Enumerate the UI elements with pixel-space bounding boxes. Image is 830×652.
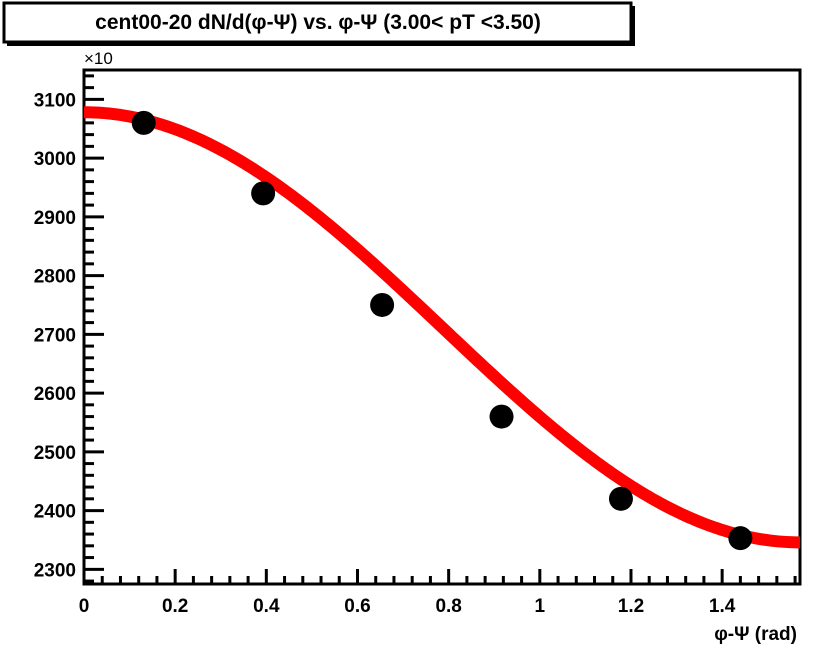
y-tick-label: 2700 [34, 325, 76, 346]
points-layer [131, 110, 753, 551]
x-tick-label: 1.4 [709, 596, 736, 617]
y-tick-label: 2600 [34, 384, 76, 405]
data-point [251, 181, 276, 206]
y-tick-label: 3000 [34, 149, 76, 170]
plot-area: 0 0.2 0.4 0.6 0.8 1 1.2 1.4 2300 2400 2500 2600 2700… [34, 68, 803, 617]
fit-layer [81, 106, 803, 549]
x-tick-label: 0 [79, 596, 90, 617]
y-tick-label: 2500 [34, 443, 76, 464]
data-point [728, 526, 753, 551]
x-tick-label: 0.4 [253, 596, 280, 617]
x-tick-label: 1.2 [618, 596, 644, 617]
chart-title-box: cent00-20 dN/d(φ-Ψ) vs. φ-Ψ (3.00< pT <3… [2, 1, 635, 46]
x-axis-title: φ-Ψ (rad) [714, 624, 797, 645]
axis-ticks [82, 74, 797, 584]
y-tick-label: 2800 [34, 267, 76, 288]
data-point [489, 404, 514, 429]
chart-title-shadow-right [631, 6, 635, 46]
fit-curve [81, 106, 803, 549]
data-point [608, 486, 633, 511]
plot-frame [82, 68, 802, 586]
x-tick-label: 0.6 [344, 596, 370, 617]
y-tick-label: 3100 [34, 90, 76, 111]
x-tick-label: 0.2 [162, 596, 188, 617]
y-tick-label: 2300 [34, 560, 76, 581]
y-tick-label: 2400 [34, 502, 76, 523]
chart-title: cent00-20 dN/d(φ-Ψ) vs. φ-Ψ (3.00< pT <3… [95, 11, 541, 34]
axis-tick-labels: 0 0.2 0.4 0.6 0.8 1 1.2 1.4 2300 2400 2500 2600 2700… [34, 90, 736, 617]
x-tick-label: 0.8 [435, 596, 461, 617]
y-tick-label: 2900 [34, 208, 76, 229]
chart-title-shadow-bottom [7, 42, 634, 46]
data-point [370, 292, 395, 317]
data-point [131, 110, 156, 135]
x-tick-label: 1 [535, 596, 546, 617]
y-axis-multiplier: ×10 [84, 49, 113, 68]
